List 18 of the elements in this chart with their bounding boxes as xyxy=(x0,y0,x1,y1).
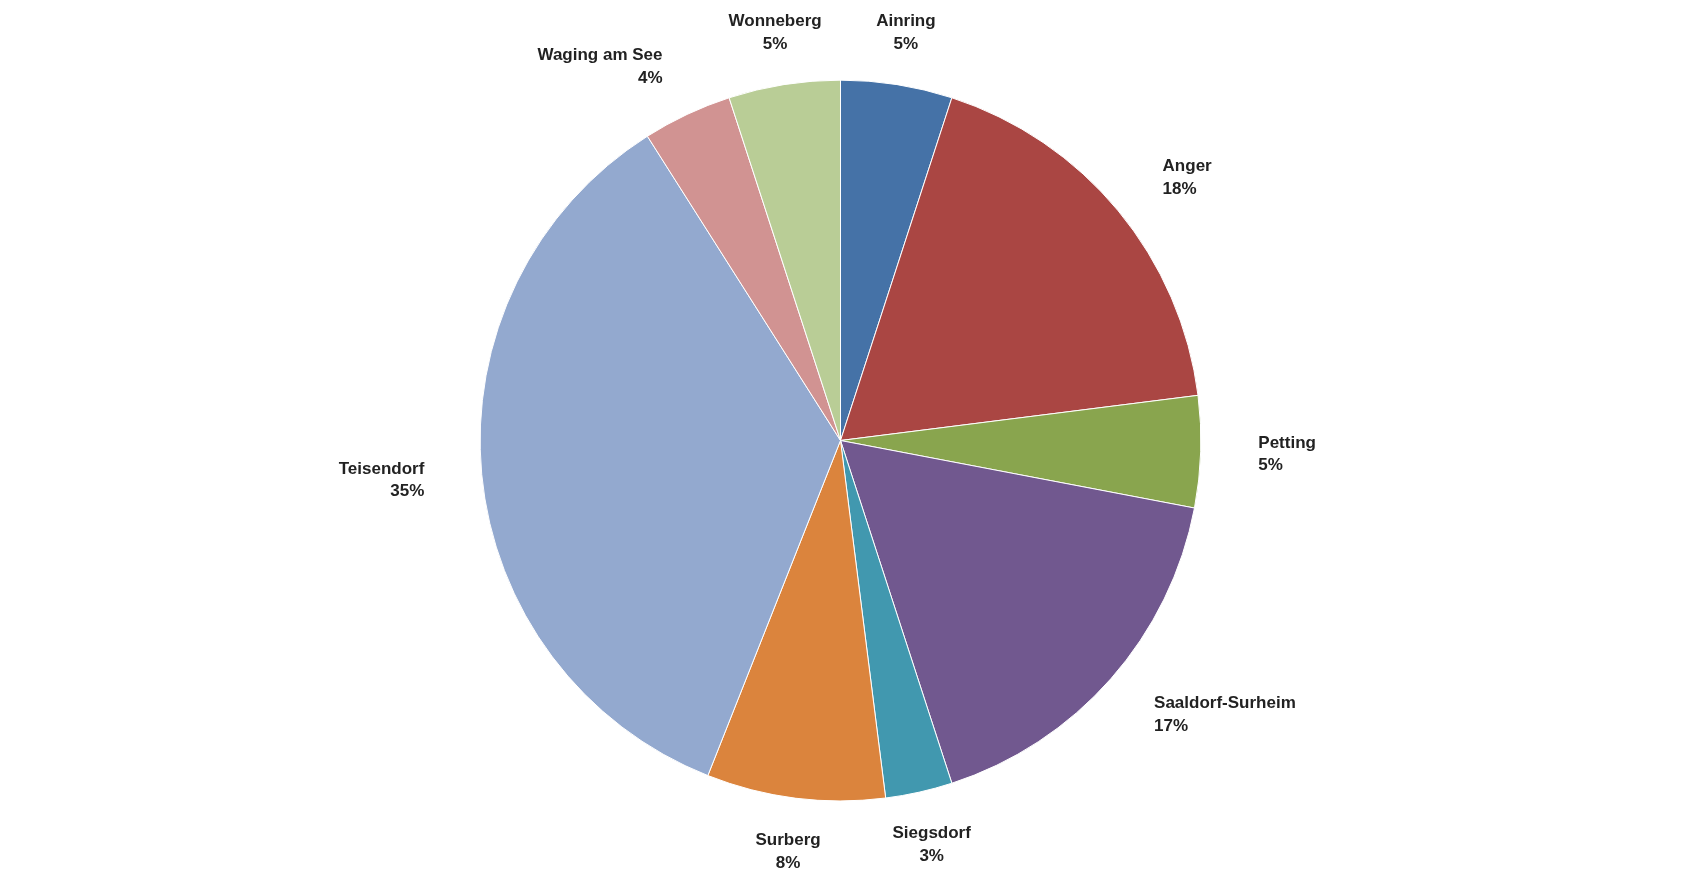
data-label: 4% xyxy=(637,68,663,88)
data-label: 5% xyxy=(893,33,919,53)
slice-label: Anger xyxy=(1162,155,1213,175)
slice-label: Wonneberg xyxy=(728,10,822,30)
data-label: 18% xyxy=(1162,178,1197,198)
slice-label: Teisendorf xyxy=(338,458,425,478)
slice-label: Surberg xyxy=(755,830,821,850)
slice-label: Siegsdorf xyxy=(892,823,972,843)
slice-label: Waging am See xyxy=(537,45,663,65)
data-label: 35% xyxy=(390,481,425,501)
slice-label: Saaldorf-Surheim xyxy=(1154,693,1296,713)
data-label: 5% xyxy=(762,33,788,53)
data-label: 3% xyxy=(919,846,944,866)
slice-label: Petting xyxy=(1258,432,1316,452)
data-label: 5% xyxy=(1258,455,1283,475)
slice-label: Ainring xyxy=(876,10,936,30)
data-label: 8% xyxy=(775,852,801,872)
data-label: 17% xyxy=(1154,716,1189,736)
